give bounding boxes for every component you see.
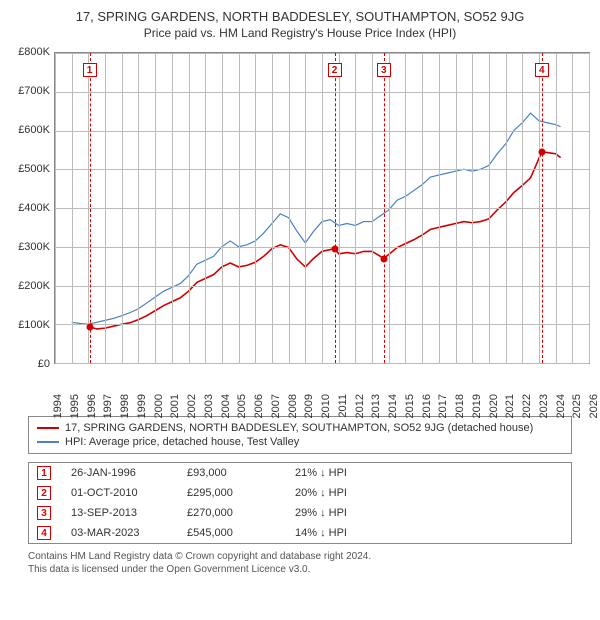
x-axis-label: 1996 xyxy=(86,394,98,418)
x-axis-label: 1999 xyxy=(136,394,148,418)
sale-date: 01-OCT-2010 xyxy=(59,487,179,499)
sale-date: 03-MAR-2023 xyxy=(59,527,179,539)
y-axis-label: £700K xyxy=(6,85,50,97)
x-axis-label: 2017 xyxy=(437,394,449,418)
y-axis-label: £300K xyxy=(6,241,50,253)
sale-date: 26-JAN-1996 xyxy=(59,467,179,479)
x-axis-label: 2011 xyxy=(337,394,349,418)
x-axis-label: 2023 xyxy=(538,394,550,418)
sale-hpi-diff: 20% ↓ HPI xyxy=(295,487,563,499)
x-axis-label: 2013 xyxy=(370,394,382,418)
x-axis-label: 2004 xyxy=(220,394,232,418)
marker-box-4: 4 xyxy=(535,63,549,77)
x-axis-label: 2022 xyxy=(521,394,533,418)
footer-line-1: Contains HM Land Registry data © Crown c… xyxy=(28,550,572,563)
x-axis-label: 2003 xyxy=(203,394,215,418)
legend-item: HPI: Average price, detached house, Test… xyxy=(37,435,563,449)
x-axis-label: 2018 xyxy=(454,394,466,418)
legend-label: HPI: Average price, detached house, Test… xyxy=(65,436,299,448)
legend-item: 17, SPRING GARDENS, NORTH BADDESLEY, SOU… xyxy=(37,421,563,435)
x-axis-label: 2006 xyxy=(253,394,265,418)
x-axis-label: 2000 xyxy=(153,394,165,418)
sale-price: £270,000 xyxy=(187,507,287,519)
x-axis-label: 2016 xyxy=(421,394,433,418)
series-price_paid xyxy=(90,152,561,329)
y-axis-label: £100K xyxy=(6,319,50,331)
x-axis-label: 1995 xyxy=(69,394,81,418)
legend-swatch xyxy=(37,427,59,429)
sale-price: £545,000 xyxy=(187,527,287,539)
legend: 17, SPRING GARDENS, NORTH BADDESLEY, SOU… xyxy=(28,416,572,454)
sale-marker-number: 2 xyxy=(37,486,51,500)
x-axis-label: 1998 xyxy=(119,394,131,418)
x-axis-label: 2005 xyxy=(236,394,248,418)
sale-row: 1 26-JAN-1996 £93,000 21% ↓ HPI xyxy=(29,463,571,483)
x-axis-label: 2008 xyxy=(287,394,299,418)
sale-date: 13-SEP-2013 xyxy=(59,507,179,519)
x-axis-label: 2007 xyxy=(270,394,282,418)
x-axis-label: 2021 xyxy=(504,394,516,418)
marker-box-3: 3 xyxy=(377,63,391,77)
sale-price: £93,000 xyxy=(187,467,287,479)
chart-area: 1 2 3 4 £0 £100K £200K £300K £400K £500K £600K £70… xyxy=(6,48,594,408)
x-axis-label: 2010 xyxy=(320,394,332,418)
plot-area: 1 2 3 4 xyxy=(54,52,590,364)
sale-hpi-diff: 29% ↓ HPI xyxy=(295,507,563,519)
marker-box-2: 2 xyxy=(328,63,342,77)
marker-vline-1 xyxy=(90,53,91,363)
sale-row: 2 01-OCT-2010 £295,000 20% ↓ HPI xyxy=(29,483,571,503)
x-axis-label: 2012 xyxy=(354,394,366,418)
marker-vline-4 xyxy=(542,53,543,363)
y-axis-label: £400K xyxy=(6,202,50,214)
chart-title: 17, SPRING GARDENS, NORTH BADDESLEY, SOU… xyxy=(6,8,594,26)
y-axis-label: £600K xyxy=(6,124,50,136)
x-axis-label: 2002 xyxy=(186,394,198,418)
x-axis-label: 2026 xyxy=(588,394,600,418)
x-axis-label: 2020 xyxy=(488,394,500,418)
sale-row: 4 03-MAR-2023 £545,000 14% ↓ HPI xyxy=(29,523,571,543)
sale-marker-number: 1 xyxy=(37,466,51,480)
legend-label: 17, SPRING GARDENS, NORTH BADDESLEY, SOU… xyxy=(65,422,533,434)
sales-table: 1 26-JAN-1996 £93,000 21% ↓ HPI 2 01-OCT-2010… xyxy=(28,462,572,544)
y-axis-label: £0 xyxy=(6,358,50,370)
sale-price: £295,000 xyxy=(187,487,287,499)
x-axis-label: 1997 xyxy=(102,394,114,418)
x-axis-label: 2014 xyxy=(387,394,399,418)
sale-marker-number: 4 xyxy=(37,526,51,540)
footer-line-2: This data is licensed under the Open Gov… xyxy=(28,563,572,576)
x-axis-label: 2009 xyxy=(303,394,315,418)
sale-hpi-diff: 21% ↓ HPI xyxy=(295,467,563,479)
x-axis-label: 2001 xyxy=(169,394,181,418)
x-axis-label: 2025 xyxy=(571,394,583,418)
sale-marker-number: 3 xyxy=(37,506,51,520)
sale-row: 3 13-SEP-2013 £270,000 29% ↓ HPI xyxy=(29,503,571,523)
x-axis-label: 2015 xyxy=(404,394,416,418)
legend-swatch xyxy=(37,441,59,443)
sale-hpi-diff: 14% ↓ HPI xyxy=(295,527,563,539)
x-axis-label: 1994 xyxy=(52,394,64,418)
x-axis-label: 2024 xyxy=(555,394,567,418)
y-axis-label: £200K xyxy=(6,280,50,292)
marker-vline-2 xyxy=(335,53,336,363)
footer-attribution: Contains HM Land Registry data © Crown c… xyxy=(28,550,572,576)
y-axis-label: £800K xyxy=(6,46,50,58)
y-axis-label: £500K xyxy=(6,163,50,175)
chart-subtitle: Price paid vs. HM Land Registry's House … xyxy=(6,26,594,40)
marker-box-1: 1 xyxy=(83,63,97,77)
x-axis-label: 2019 xyxy=(471,394,483,418)
marker-vline-3 xyxy=(384,53,385,363)
